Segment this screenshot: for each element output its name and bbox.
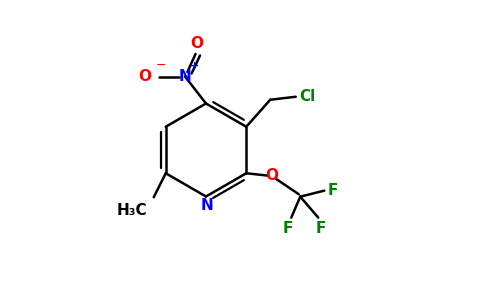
Text: O: O	[191, 36, 203, 51]
Text: F: F	[283, 221, 293, 236]
Text: F: F	[316, 221, 326, 236]
Text: F: F	[327, 183, 338, 198]
Text: N: N	[201, 198, 214, 213]
Text: O: O	[265, 168, 278, 183]
Text: +: +	[190, 61, 199, 71]
Text: Cl: Cl	[299, 89, 315, 104]
Text: O: O	[138, 69, 151, 84]
Text: H₃C: H₃C	[117, 203, 148, 218]
Text: N: N	[179, 69, 191, 84]
Text: −: −	[156, 59, 166, 72]
